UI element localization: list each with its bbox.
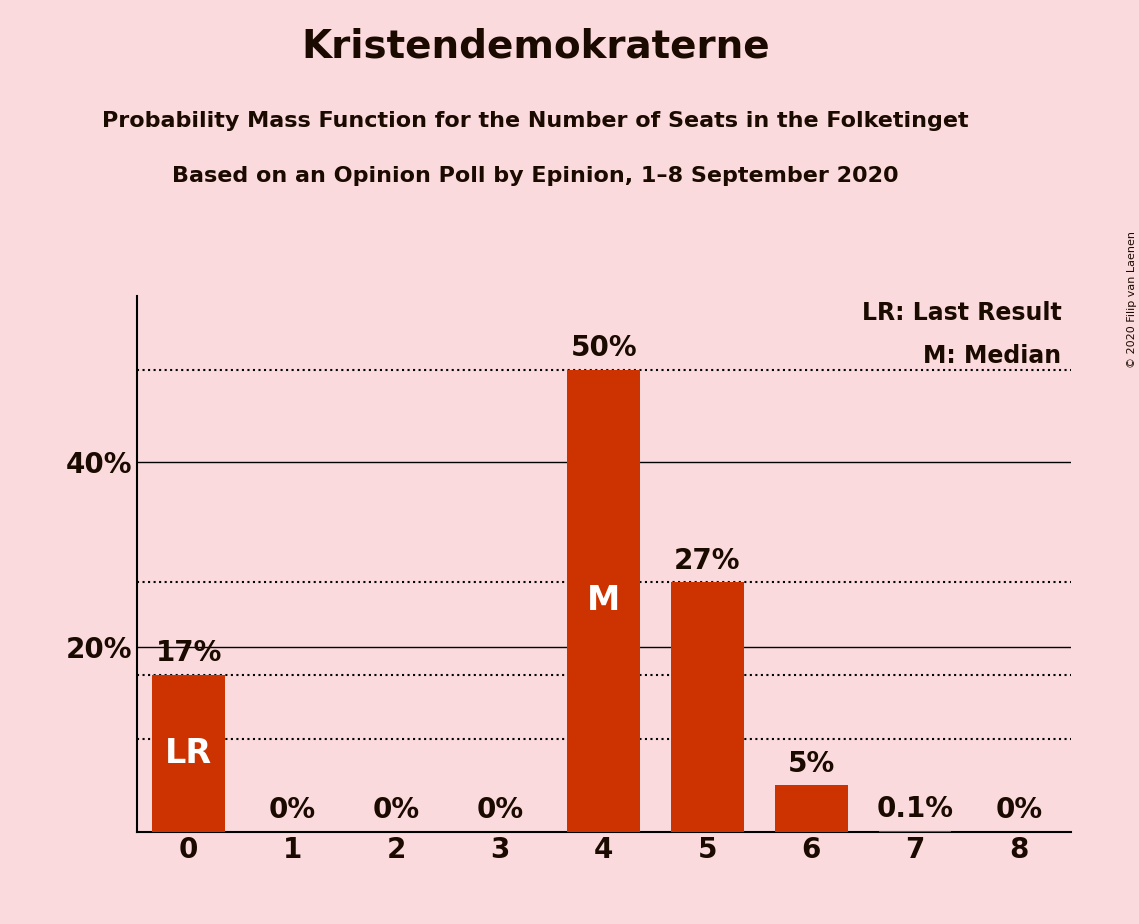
- Text: 17%: 17%: [155, 639, 222, 667]
- Bar: [775, 785, 847, 832]
- Text: LR: LR: [165, 736, 212, 770]
- Text: 5%: 5%: [787, 750, 835, 778]
- Bar: [153, 675, 224, 832]
- Bar: [567, 370, 640, 832]
- Text: M: M: [587, 584, 621, 617]
- Text: 0%: 0%: [995, 796, 1042, 824]
- Text: LR: Last Result: LR: Last Result: [861, 301, 1062, 325]
- Text: M: Median: M: Median: [924, 344, 1062, 368]
- Bar: [671, 582, 744, 832]
- Text: 0%: 0%: [269, 796, 316, 824]
- Bar: [878, 831, 951, 832]
- Text: Probability Mass Function for the Number of Seats in the Folketinget: Probability Mass Function for the Number…: [103, 111, 968, 131]
- Text: Kristendemokraterne: Kristendemokraterne: [301, 28, 770, 66]
- Text: 0.1%: 0.1%: [877, 796, 953, 823]
- Text: 27%: 27%: [674, 547, 740, 575]
- Text: 50%: 50%: [571, 334, 637, 362]
- Text: 0%: 0%: [372, 796, 419, 824]
- Text: © 2020 Filip van Laenen: © 2020 Filip van Laenen: [1126, 231, 1137, 368]
- Text: 0%: 0%: [476, 796, 524, 824]
- Text: Based on an Opinion Poll by Epinion, 1–8 September 2020: Based on an Opinion Poll by Epinion, 1–8…: [172, 166, 899, 187]
